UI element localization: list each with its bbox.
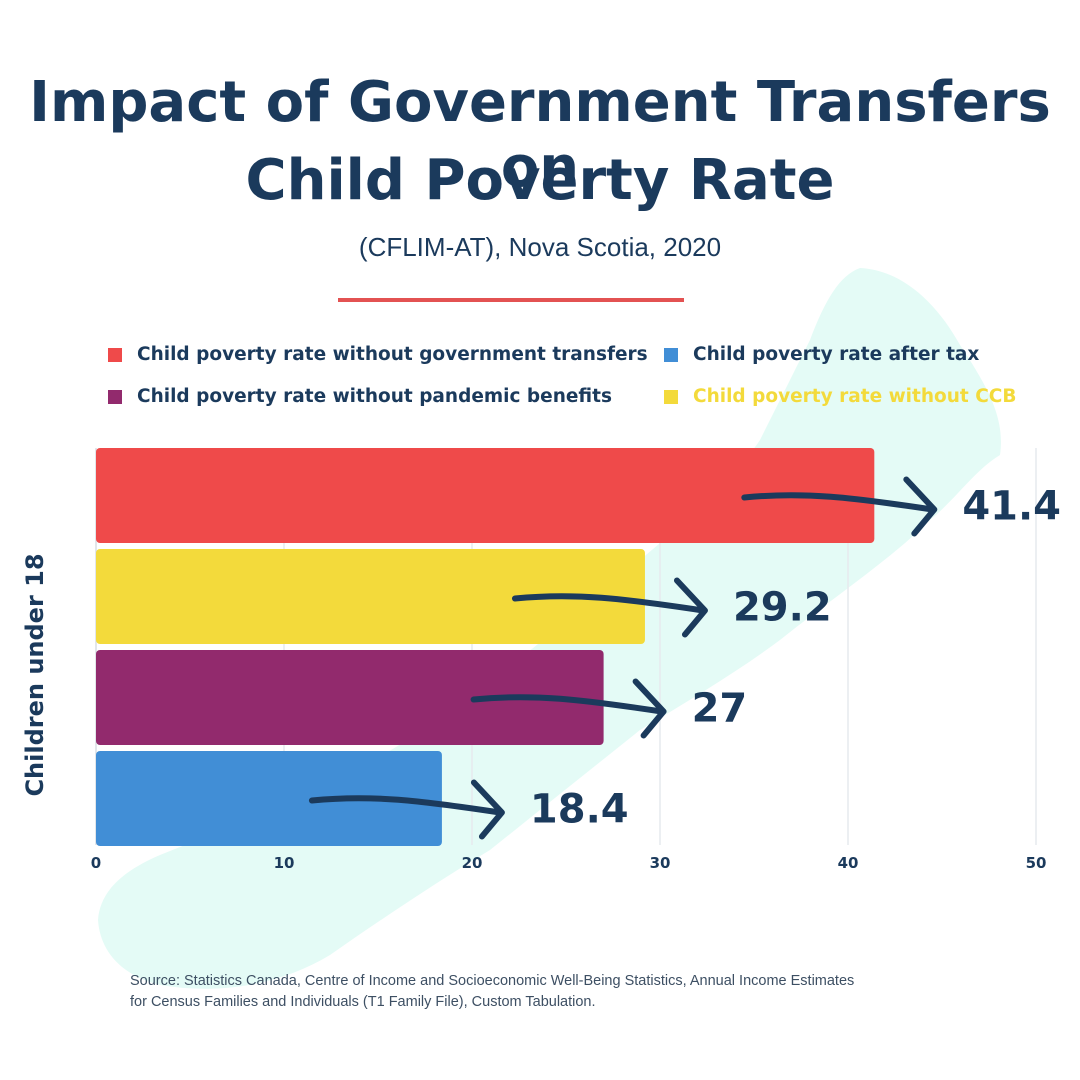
- source-line-1: Source: Statistics Canada, Centre of Inc…: [130, 973, 855, 989]
- x-tick-label: 40: [838, 854, 859, 872]
- legend-item-without-pandemic-benefits: Child poverty rate without pandemic bene…: [108, 386, 612, 407]
- source-line-2: for Census Families and Individuals (T1 …: [130, 994, 596, 1010]
- legend-item-without-ccb: Child poverty rate without CCB: [664, 386, 1016, 407]
- bar: [96, 448, 875, 543]
- arrow-head: [470, 779, 505, 840]
- x-tick-label: 0: [91, 854, 101, 872]
- legend-swatch: [664, 389, 678, 404]
- chart-title-line-2: Child Poverty Rate: [245, 148, 835, 213]
- arrow-head: [632, 678, 667, 739]
- legend-label: Child poverty rate after tax: [693, 344, 980, 365]
- data-label: 29.2: [733, 585, 832, 631]
- bar: [96, 549, 645, 644]
- arrow-shaft: [470, 694, 665, 715]
- x-tick-label: 10: [274, 854, 295, 872]
- bar: [96, 751, 442, 846]
- arrow-head: [903, 476, 938, 537]
- data-label: 18.4: [530, 787, 629, 833]
- accent-divider: [338, 298, 684, 302]
- legend-label: Child poverty rate without CCB: [693, 386, 1017, 407]
- x-tick-label: 50: [1026, 854, 1047, 872]
- x-tick-label: 20: [462, 854, 483, 872]
- bar: [96, 650, 604, 745]
- legend-swatch: [108, 389, 122, 404]
- legend-item-without-government-transfers: Child poverty rate without government tr…: [108, 344, 648, 365]
- source-note: Source: Statistics Canada, Centre of Inc…: [130, 971, 990, 1013]
- legend-swatch: [108, 347, 122, 362]
- data-label: 27: [692, 686, 748, 732]
- chart-subtitle: (CFLIM-AT), Nova Scotia, 2020: [358, 232, 722, 262]
- legend-label: Child poverty rate without government tr…: [137, 344, 648, 365]
- y-axis-label: Children under 18: [21, 553, 49, 797]
- legend-item-after-tax: Child poverty rate after tax: [664, 344, 979, 365]
- chart-title-line-1: Impact of Government Transfers on: [29, 70, 1051, 200]
- legend-swatch: [664, 347, 678, 362]
- arrow-shaft: [511, 593, 706, 614]
- data-label: 41.4: [962, 484, 1061, 530]
- arrow-head: [673, 577, 708, 638]
- legend-label: Child poverty rate without pandemic bene…: [137, 386, 612, 407]
- arrow-shaft: [308, 795, 503, 816]
- x-tick-label: 30: [650, 854, 671, 872]
- arrow-shaft: [741, 492, 936, 513]
